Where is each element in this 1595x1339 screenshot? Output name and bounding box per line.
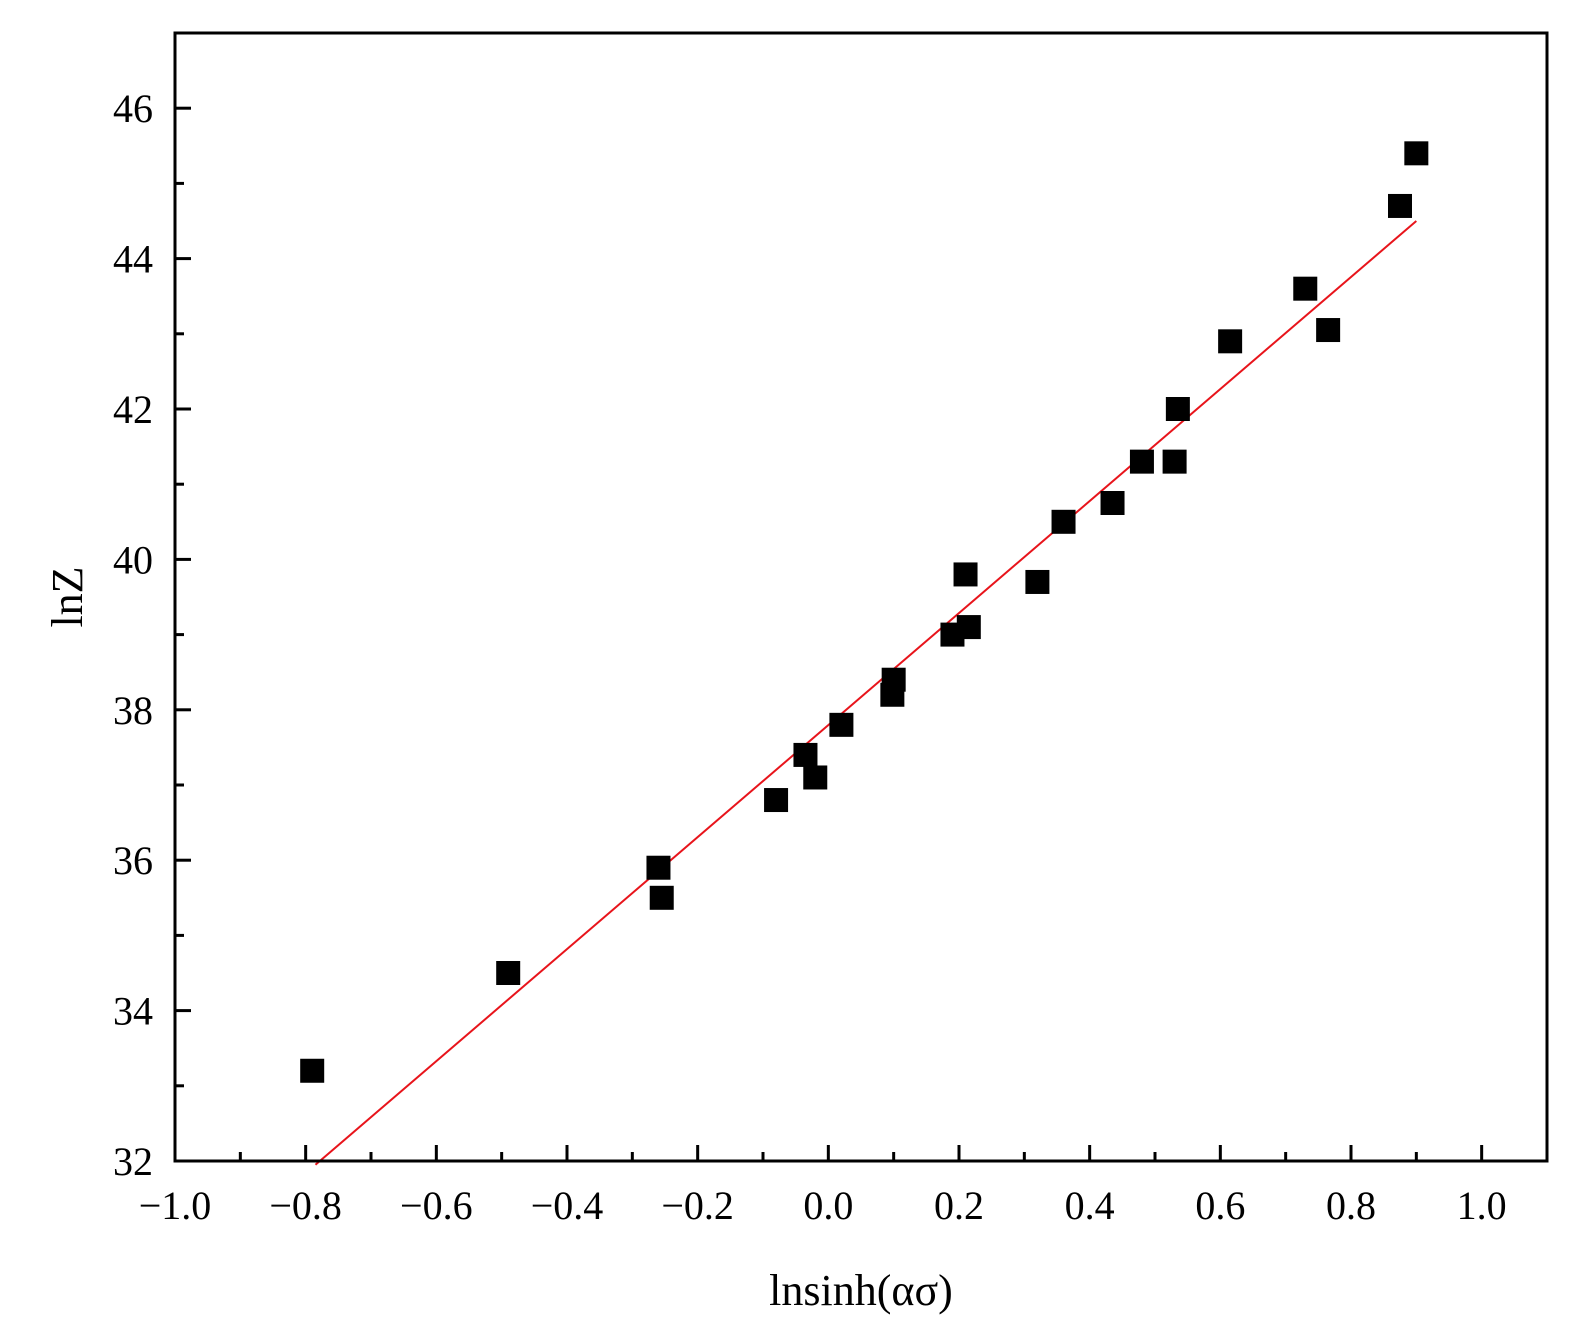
y-tick-label: 44 <box>113 237 153 282</box>
data-point <box>1293 276 1318 301</box>
data-point <box>1316 318 1341 343</box>
data-point <box>1165 397 1190 421</box>
x-tick-label: 0.0 <box>803 1183 853 1228</box>
data-point <box>764 788 789 813</box>
x-axis-label: lnsinh(ασ) <box>769 1266 953 1315</box>
ticks-layer: −1.0 −0.8 −0.6 −0.4 −0.2 0.0 0.2 0.4 0.6 0.8 1.0 32… <box>113 86 1507 1228</box>
x-tick-label: −1.0 <box>139 1183 212 1228</box>
y-tick-label: 36 <box>113 838 153 883</box>
data-point <box>1051 509 1076 534</box>
y-tick-label: 32 <box>113 1139 153 1184</box>
marks-layer <box>300 141 1429 1166</box>
data-point <box>881 667 906 692</box>
data-point <box>496 961 521 985</box>
x-tick-label: −0.8 <box>269 1183 342 1228</box>
fit-line <box>314 220 1417 1166</box>
y-tick-label: 42 <box>113 387 153 432</box>
data-point <box>803 765 828 790</box>
data-point <box>1218 329 1243 354</box>
x-tick-label: 0.4 <box>1065 1183 1115 1228</box>
data-point <box>793 742 818 767</box>
data-point <box>1404 141 1429 166</box>
data-point <box>1025 569 1050 594</box>
y-tick-label: 34 <box>113 989 153 1034</box>
data-point <box>829 712 854 737</box>
x-tick-label: 0.8 <box>1326 1183 1376 1228</box>
data-point <box>1129 449 1154 474</box>
x-tick-label: −0.6 <box>400 1183 473 1228</box>
x-tick-label: 1.0 <box>1457 1183 1507 1228</box>
data-point <box>1162 449 1187 474</box>
y-tick-label: 46 <box>113 86 153 131</box>
y-tick-label: 38 <box>113 688 153 733</box>
y-tick-label: 40 <box>113 537 153 582</box>
data-point <box>646 855 671 880</box>
x-tick-label: −0.2 <box>661 1183 734 1228</box>
x-tick-label: 0.2 <box>934 1183 984 1228</box>
data-point <box>649 885 674 910</box>
x-tick-label: 0.6 <box>1195 1183 1245 1228</box>
data-point <box>1100 491 1125 515</box>
data-point <box>953 562 978 587</box>
data-point <box>300 1058 325 1083</box>
x-tick-label: −0.4 <box>531 1183 604 1228</box>
y-axis-label: lnZ <box>43 566 92 627</box>
data-point <box>1388 193 1412 218</box>
data-point <box>956 615 981 640</box>
plot-frame <box>173 31 1549 1163</box>
